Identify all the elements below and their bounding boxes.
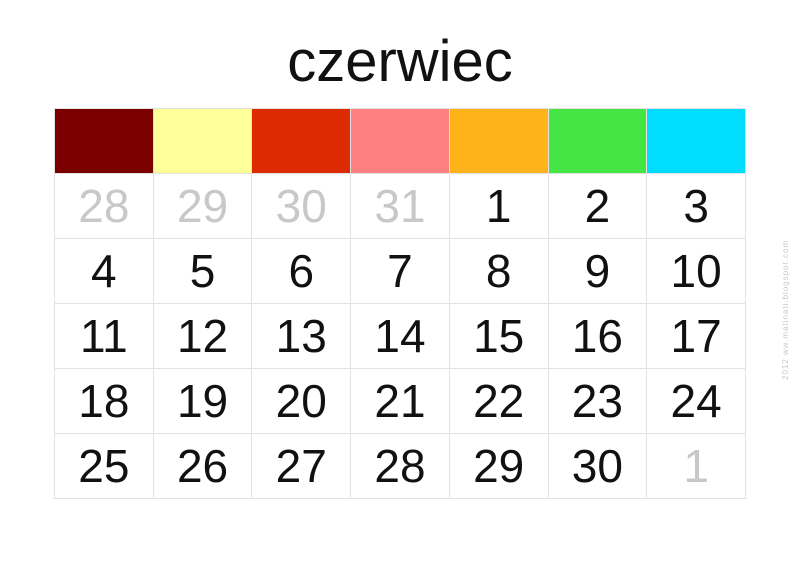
week-row: 11 12 13 14 15 16 17 xyxy=(54,303,746,369)
watermark-text: 2012 ww.matinati.blogspot.com xyxy=(781,239,790,380)
week-row: 25 26 27 28 29 30 1 xyxy=(54,433,746,499)
day-cell: 25 xyxy=(54,433,154,499)
day-cell: 21 xyxy=(350,368,450,434)
color-swatch xyxy=(54,108,154,174)
month-title: czerwiec xyxy=(287,29,513,94)
day-cell-other-month: 29 xyxy=(152,173,253,239)
day-cell: 4 xyxy=(54,238,154,304)
day-cell: 24 xyxy=(646,368,746,434)
week-row: 18 19 20 21 22 23 24 xyxy=(54,368,746,434)
day-cell: 16 xyxy=(547,303,648,369)
day-cell: 22 xyxy=(448,368,549,434)
day-cell: 20 xyxy=(251,368,352,434)
day-cell: 12 xyxy=(152,303,253,369)
day-cell: 17 xyxy=(646,303,746,369)
day-cell: 29 xyxy=(448,433,549,499)
calendar-grid: 28 29 30 31 1 2 3 4 5 6 7 8 9 10 11 12 13 14 15 16 17 18 19 20 2… xyxy=(54,108,746,499)
day-cell-other-month: 31 xyxy=(350,173,450,239)
day-cell: 14 xyxy=(350,303,450,369)
day-cell: 5 xyxy=(152,238,253,304)
day-cell: 18 xyxy=(54,368,154,434)
day-cell: 28 xyxy=(350,433,450,499)
day-cell: 27 xyxy=(251,433,352,499)
day-cell-other-month: 28 xyxy=(54,173,154,239)
day-cell: 3 xyxy=(646,173,746,239)
day-cell: 6 xyxy=(251,238,352,304)
day-cell-other-month: 1 xyxy=(646,433,746,499)
color-swatch xyxy=(646,108,746,174)
day-cell: 2 xyxy=(547,173,648,239)
day-cell: 15 xyxy=(448,303,549,369)
day-cell: 26 xyxy=(152,433,253,499)
day-cell: 9 xyxy=(547,238,648,304)
day-cell: 13 xyxy=(251,303,352,369)
day-cell: 1 xyxy=(448,173,549,239)
day-cell: 23 xyxy=(547,368,648,434)
week-row: 28 29 30 31 1 2 3 xyxy=(54,173,746,239)
color-band-row xyxy=(54,108,746,174)
day-cell: 11 xyxy=(54,303,154,369)
day-cell: 19 xyxy=(152,368,253,434)
color-swatch xyxy=(350,108,450,174)
day-cell: 30 xyxy=(547,433,648,499)
color-swatch xyxy=(448,108,549,174)
day-cell-other-month: 30 xyxy=(251,173,352,239)
color-swatch xyxy=(547,108,648,174)
color-swatch xyxy=(152,108,253,174)
day-cell: 10 xyxy=(646,238,746,304)
color-swatch xyxy=(251,108,352,174)
week-row: 4 5 6 7 8 9 10 xyxy=(54,238,746,304)
day-cell: 8 xyxy=(448,238,549,304)
day-cell: 7 xyxy=(350,238,450,304)
